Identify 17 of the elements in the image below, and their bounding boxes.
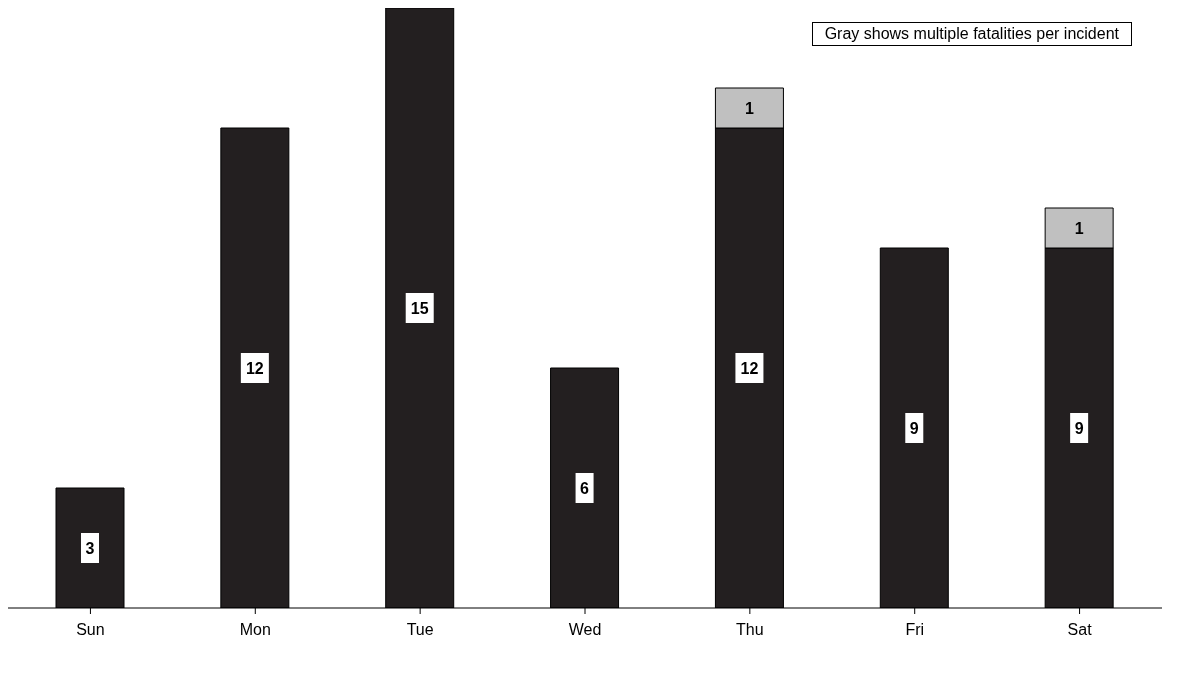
x-tick-label: Mon	[239, 621, 271, 639]
x-tick-label: Fri	[905, 621, 925, 639]
x-tick-label: Sat	[1067, 621, 1093, 639]
x-tick-label: Wed	[568, 621, 602, 639]
data-label: 3	[85, 539, 95, 557]
note-box: Gray shows multiple fatalities per incident	[811, 22, 1132, 46]
x-tick-label: Tue	[406, 621, 434, 639]
data-label: 12	[245, 359, 264, 377]
data-label: 6	[580, 479, 590, 497]
data-label: 9	[1074, 419, 1084, 437]
data-label: 9	[909, 419, 919, 437]
data-label: 1	[1074, 219, 1084, 237]
data-label: 15	[410, 299, 429, 317]
data-label: 12	[740, 359, 759, 377]
x-tick-label: Thu	[736, 621, 764, 639]
data-label: 1	[744, 99, 754, 117]
x-tick-label: Sun	[76, 621, 105, 639]
